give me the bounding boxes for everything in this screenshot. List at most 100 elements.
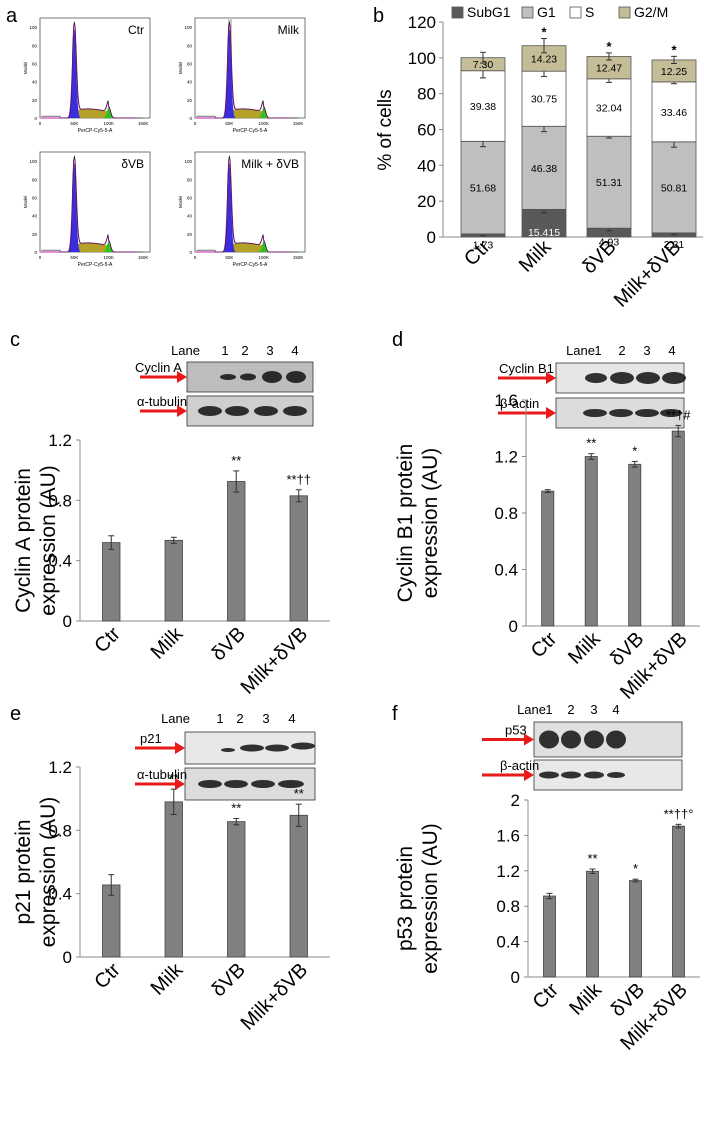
y-tick-label: 80 [417,85,436,104]
significance-mark: **†† [286,472,311,487]
flow-g2-peak [101,107,116,118]
bar-segment [651,81,697,143]
y-axis-label: p21 protein [12,819,35,924]
legend-label: G2/M [634,4,668,20]
blot-band-label: Cyclin A [135,360,182,375]
blot-lane-number: 3 [262,711,269,726]
y-tick-label: 1.2 [496,862,520,881]
flow-s-area [72,242,109,252]
flow-g2-peak [256,241,271,252]
y-tick-label: 0 [511,968,520,987]
bar-segment [521,125,567,210]
blot-band [584,730,604,749]
blot-band [585,373,607,383]
blot-lane-number: 1 [216,711,223,726]
category-label: Ctr [90,959,125,994]
flow-sample-label: Ctr [128,23,144,37]
y-tick-label: 0 [63,948,72,967]
flow-x-tick: 0 [39,255,42,260]
blot-arrow-head [175,778,185,790]
segment-value-label: 32.04 [596,103,622,115]
blot-band [278,780,304,788]
y-tick-label: 0.8 [494,504,518,523]
bar [102,542,121,622]
segment-value-label: 12.47 [596,63,622,75]
bar [164,539,183,622]
flow-raw-histogram [196,155,299,253]
flow-x-tick: 100K [258,121,269,126]
blot-arrow-head [524,769,534,781]
blot-lane-number: 2 [241,343,248,358]
flow-y-tick: 60 [187,195,193,200]
flow-y-label: Model [178,62,183,74]
flow-g2-peak [101,241,116,252]
bar [102,884,121,958]
significance-mark: * [633,861,638,876]
bar [543,895,556,978]
category-label: Milk [147,958,188,999]
flow-x-tick: 150K [138,121,149,126]
flow-x-label: PerCP-Cy5-5-A [233,262,268,268]
legend-label: S [585,4,594,20]
legend-label: SubG1 [467,4,511,20]
flow-y-tick: 40 [32,80,38,85]
flow-g1-peak [221,28,238,119]
category-label: Ctr [529,979,564,1014]
blot-arrow-head [177,405,187,417]
y-tick-label: 0.8 [48,491,72,510]
significance-mark: * [606,39,612,54]
blot-lane-number: 2 [618,343,625,358]
flow-y-label: Model [23,62,28,74]
flow-y-tick: 40 [187,80,193,85]
y-axis-label: p53 protein [394,846,417,951]
y-axis-label: Cyclin B1 protein [394,444,417,603]
flow-x-tick: 100K [258,255,269,260]
segment-value-label: 1.73 [473,239,494,251]
significance-mark: **††° [664,806,694,821]
category-label: Milk+δVB [610,236,686,312]
blot-band [561,771,581,779]
blot-lane-number: 3 [266,343,273,358]
blot-band [635,409,659,417]
blot-arrow-head [175,742,185,754]
flow-x-tick: 0 [39,121,42,126]
flow-y-tick: 20 [32,232,38,237]
blot-lane-title: Lane [171,343,200,358]
blot-band-label: α-tubulin [137,767,187,782]
flow-frame [39,17,151,119]
panel-letter-c: c [10,329,20,351]
category-label: Milk [515,235,556,276]
legend-swatch [451,6,464,19]
segment-value-label: 46.38 [531,163,557,175]
significance-mark: ** [586,436,596,451]
segment-value-label: 50.81 [661,182,687,194]
flow-s-area [227,242,264,252]
y-axis-label: expression (AU) [37,797,60,948]
significance-mark: * [671,42,677,57]
bar [672,825,685,978]
flow-plot-Milk+dVB: 0 20 40 60 80 100 0 50K 100K 150K PerCP-Cy5-5-A Mod… [178,151,306,268]
y-axis-label: % of cells [375,89,396,170]
y-tick-label: 0.8 [48,821,72,840]
blot-lane-title: Lane [517,702,546,717]
blot-band [561,730,581,749]
flow-y-tick: 0 [189,116,192,121]
y-tick-label: 2 [511,791,520,810]
flow-y-tick: 0 [189,250,192,255]
segment-value-label: 30.75 [531,94,557,106]
flow-y-tick: 100 [29,159,37,164]
flow-plot-dVB: 0 20 40 60 80 100 0 50K 100K 150K PerCP-Cy5-5-A Mod… [23,151,151,268]
bar [628,463,642,627]
p21-panel: Lane 1 2 3 4 p21 α-tubulin 0 0.4 0.8 1.2 p21 protei… [12,711,330,1035]
flow-frame [194,17,306,119]
significance-mark: ** [294,786,304,801]
blot-arrow-head [546,372,556,384]
bar [227,481,246,622]
category-label: Ctr [527,628,562,663]
y-tick-label: 60 [417,121,436,140]
flow-s-area [72,108,109,118]
blot-band-label: p53 [505,723,527,738]
y-axis-label: Cyclin A protein [12,468,35,613]
y-tick-label: 1.6 [494,391,518,410]
legend-swatch [618,6,631,19]
